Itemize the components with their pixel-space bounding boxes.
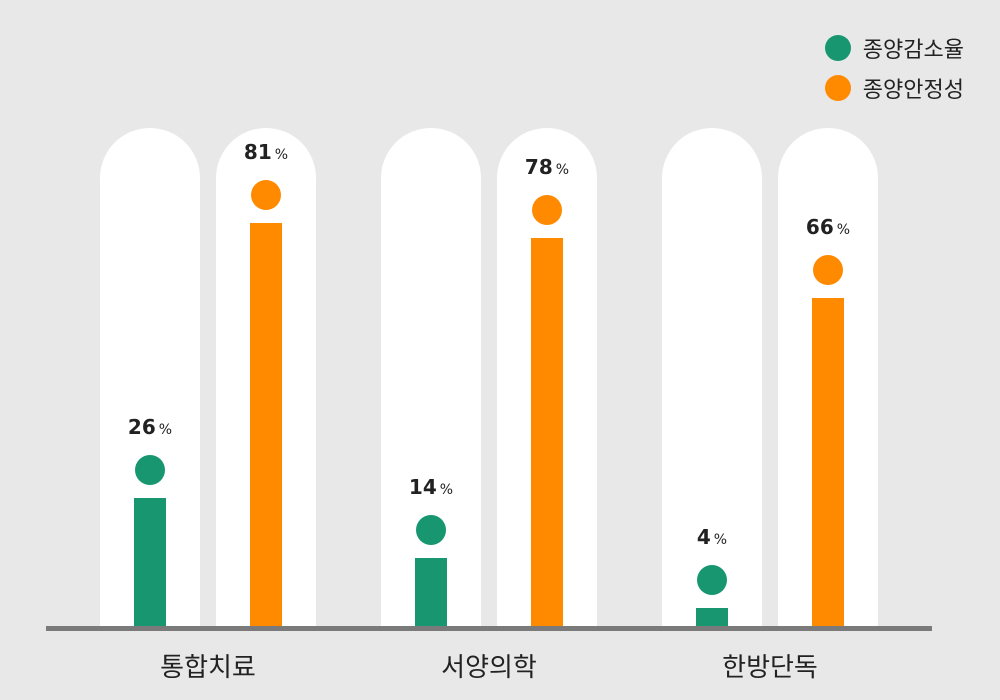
value-unit-1-1: %: [556, 162, 569, 178]
bar-cap-dot-0-0: [135, 455, 165, 485]
value-label-2-1: 66%: [806, 215, 850, 239]
pill-background-0-0: [100, 128, 200, 628]
bar-2-0: [696, 608, 728, 628]
value-number-1-0: 14: [409, 475, 437, 499]
legend-swatch-series-1: [824, 75, 851, 101]
category-label-0: 통합치료: [160, 653, 256, 683]
value-label-2-0: 4%: [697, 525, 727, 549]
value-label-1-0: 14%: [409, 475, 453, 499]
category-label-2: 한방단독: [722, 653, 818, 683]
legend-label-series-0: 종양감소율: [862, 38, 964, 63]
bar-cap-dot-0-1: [251, 180, 281, 210]
bar-cap-dot-2-1: [813, 255, 843, 285]
value-number-1-1: 78: [525, 155, 553, 179]
value-label-0-1: 81%: [244, 140, 288, 164]
legend-item-series-0: 종양감소율: [824, 32, 964, 64]
legend-item-series-1: 종양안정성: [824, 72, 964, 104]
legend-label-series-1: 종양안정성: [862, 78, 964, 103]
pill-background-1-0: [381, 128, 481, 628]
value-label-1-1: 78%: [525, 155, 569, 179]
bar-0-0: [134, 498, 166, 628]
bar-cap-dot-1-0: [416, 515, 446, 545]
value-number-2-0: 4: [697, 525, 711, 549]
pill-background-2-0: [662, 128, 762, 628]
legend: 종양감소율 종양안정성: [824, 32, 964, 112]
bar-2-1: [812, 298, 844, 628]
bar-cap-dot-2-0: [697, 565, 727, 595]
value-label-0-0: 26%: [128, 415, 172, 439]
value-number-0-1: 81: [244, 140, 272, 164]
value-unit-1-0: %: [440, 482, 453, 498]
x-axis-line: [46, 626, 932, 631]
value-number-0-0: 26: [128, 415, 156, 439]
value-unit-2-0: %: [714, 532, 727, 548]
value-unit-0-1: %: [275, 147, 288, 163]
value-unit-2-1: %: [837, 222, 850, 238]
category-label-1: 서양의학: [441, 653, 537, 683]
bar-cap-dot-1-1: [532, 195, 562, 225]
bar-1-0: [415, 558, 447, 628]
bar-0-1: [250, 223, 282, 628]
value-unit-0-0: %: [159, 422, 172, 438]
bar-1-1: [531, 238, 563, 628]
legend-swatch-series-0: [824, 35, 851, 61]
value-number-2-1: 66: [806, 215, 834, 239]
